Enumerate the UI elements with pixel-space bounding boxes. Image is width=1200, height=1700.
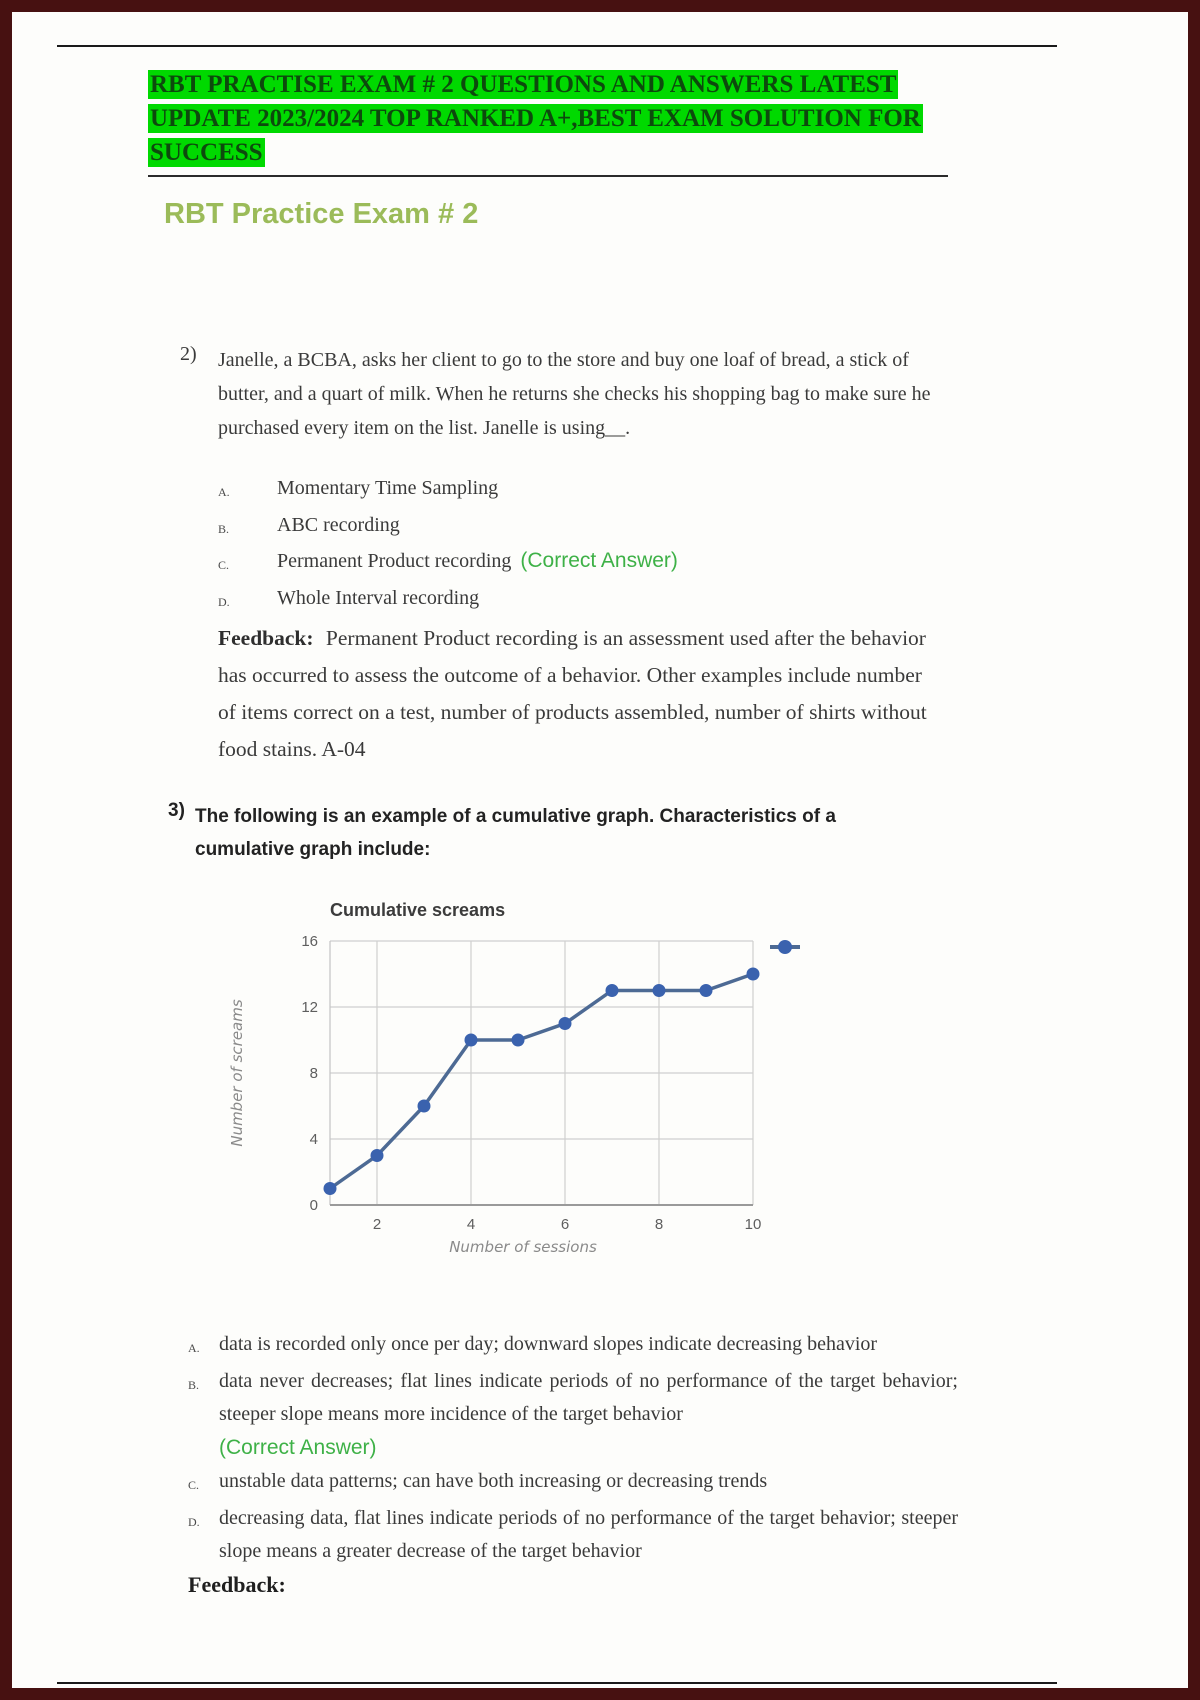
question-3-text: The following is an example of a cumulat… xyxy=(195,806,836,860)
question-3-options: A. data is recorded only once per day; d… xyxy=(188,1328,958,1568)
top-rule xyxy=(57,45,1057,47)
option-row-d: D. Whole Interval recording xyxy=(218,582,958,619)
cumulative-chart-svg: 0 4 8 12 16 2 4 6 8 10 Cumulative screams Number of… xyxy=(228,900,800,1256)
option-row-c: C. Permanent Product recording (Correct … xyxy=(218,545,958,582)
option-letter: B. xyxy=(218,521,230,536)
data-point xyxy=(699,984,713,997)
y-tick-label: 0 xyxy=(310,1197,318,1214)
feedback-label: Feedback: xyxy=(218,626,314,650)
option-text: Whole Interval recording xyxy=(277,586,480,609)
data-point xyxy=(417,1099,431,1113)
x-tick-label: 8 xyxy=(655,1216,663,1233)
feedback-text: Permanent Product recording is an assess… xyxy=(218,626,927,761)
question-2-feedback: Feedback: Permanent Product recording is… xyxy=(218,620,932,768)
y-axis-title: Number of screams xyxy=(228,999,246,1147)
cumulative-chart: 0 4 8 12 16 2 4 6 8 10 Cumulative screams Number of… xyxy=(228,890,828,1280)
question-3-feedback: Feedback: xyxy=(188,1572,286,1598)
option-row-a: A. data is recorded only once per day; d… xyxy=(188,1328,958,1365)
exam-title: RBT Practice Exam # 2 xyxy=(164,198,479,230)
header-banner: RBT PRACTISE EXAM # 2 QUESTIONS AND ANSW… xyxy=(148,68,948,177)
chart-title: Cumulative screams xyxy=(330,900,505,920)
option-row-b: B. ABC recording xyxy=(218,509,958,546)
option-row-b: B. data never decreases; flat lines indi… xyxy=(188,1365,958,1465)
correct-answer-label: (Correct Answer) xyxy=(219,1436,377,1459)
document-page: RBT PRACTISE EXAM # 2 QUESTIONS AND ANSW… xyxy=(12,12,1188,1688)
correct-answer-label: (Correct Answer) xyxy=(520,549,678,572)
option-text: data is recorded only once per day; down… xyxy=(219,1333,878,1355)
x-tick-label: 2 xyxy=(373,1216,381,1233)
question-3: 3) The following is an example of a cumu… xyxy=(168,800,874,866)
data-point xyxy=(511,1033,525,1047)
data-point xyxy=(558,1017,572,1030)
x-tick-label: 10 xyxy=(745,1216,762,1233)
question-2: 2) Janelle, a BCBA, asks her client to g… xyxy=(180,343,944,445)
option-row-d: D. decreasing data, flat lines indicate … xyxy=(188,1502,958,1568)
x-tick-label: 4 xyxy=(467,1216,475,1233)
question-2-options: A. Momentary Time Sampling B. ABC record… xyxy=(218,472,958,618)
y-tick-label: 12 xyxy=(301,999,318,1016)
question-2-text: Janelle, a BCBA, asks her client to go t… xyxy=(218,349,931,439)
option-letter: B. xyxy=(188,1378,200,1392)
header-banner-text: RBT PRACTISE EXAM # 2 QUESTIONS AND ANSW… xyxy=(148,70,923,167)
bottom-rule xyxy=(57,1682,1057,1684)
y-tick-label: 16 xyxy=(301,933,318,950)
option-row-a: A. Momentary Time Sampling xyxy=(218,472,958,509)
y-tick-label: 4 xyxy=(310,1131,318,1148)
legend-point xyxy=(778,940,792,954)
y-tick-label: 8 xyxy=(310,1065,318,1082)
question-2-number: 2) xyxy=(180,343,197,365)
data-point xyxy=(323,1182,337,1195)
option-letter: A. xyxy=(218,485,230,499)
question-3-number: 3) xyxy=(168,800,185,821)
option-letter: C. xyxy=(188,1478,200,1492)
x-tick-label: 6 xyxy=(561,1216,569,1233)
x-axis-title: Number of sessions xyxy=(449,1238,597,1256)
option-text: ABC recording xyxy=(277,513,400,536)
data-point xyxy=(464,1033,478,1047)
data-point xyxy=(652,984,666,997)
data-line xyxy=(328,972,754,1190)
option-text: unstable data patterns; can have both in… xyxy=(219,1470,768,1492)
data-point xyxy=(370,1149,384,1162)
option-letter: D. xyxy=(188,1515,200,1529)
option-row-c: C. unstable data patterns; can have both… xyxy=(188,1465,958,1502)
option-text: Momentary Time Sampling xyxy=(277,477,499,499)
option-letter: D. xyxy=(218,594,230,609)
option-text: decreasing data, flat lines indicate per… xyxy=(219,1507,958,1562)
option-letter: A. xyxy=(188,1341,200,1355)
option-text: Permanent Product recording xyxy=(277,550,512,572)
option-letter: C. xyxy=(218,558,230,572)
option-text: data never decreases; flat lines indicat… xyxy=(219,1370,958,1425)
data-point xyxy=(605,984,619,997)
data-point xyxy=(746,967,760,981)
feedback-label: Feedback: xyxy=(188,1572,286,1597)
